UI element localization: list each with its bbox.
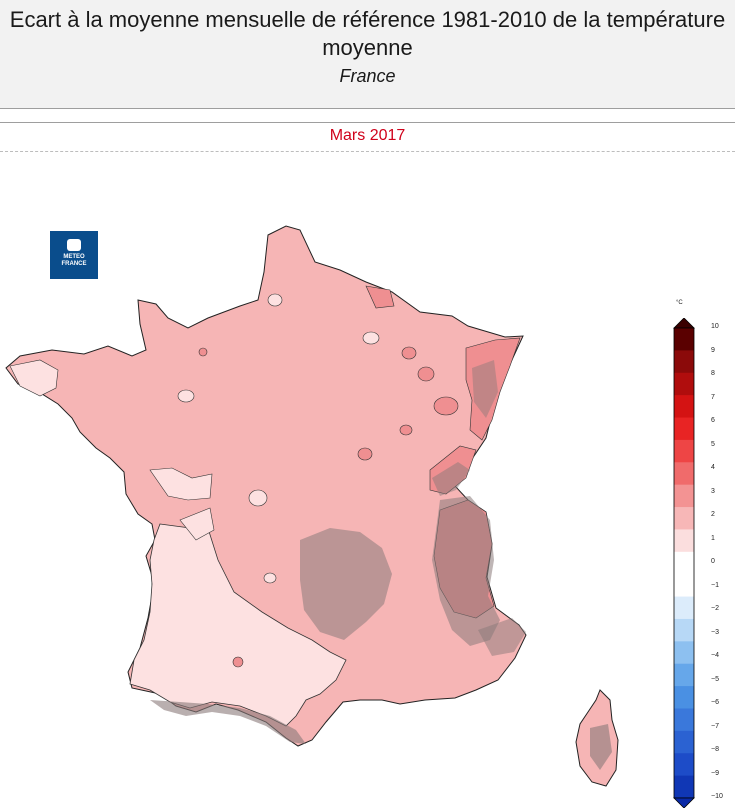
contour-patch [248, 489, 268, 507]
jura-relief [432, 462, 470, 496]
logo-text-1: METEO [63, 254, 85, 260]
colorbar-segment [674, 641, 694, 665]
alsace-warm-zone [465, 337, 521, 441]
legend-tick-label: −3 [711, 628, 719, 636]
legend-tick-label: 6 [711, 417, 715, 424]
period-label: Mars 2017 [329, 127, 406, 144]
contour-patch [198, 347, 208, 357]
contour-patch [433, 396, 459, 416]
chart-title: Ecart à la moyenne mensuelle de référenc… [9, 7, 726, 60]
contour-patch [401, 346, 417, 360]
colorbar-segment [674, 417, 694, 441]
colorbar-segment [674, 574, 694, 598]
contour-patch [417, 366, 435, 382]
vosges-relief [472, 360, 498, 418]
legend-tick-label: −1 [711, 581, 719, 589]
legend-tick-label: 10 [711, 323, 719, 330]
legend-tick-label: −8 [711, 746, 719, 753]
contour-patch [232, 656, 244, 668]
legend-tick-label: −7 [711, 722, 719, 730]
colorbar-segment [674, 708, 694, 732]
colorbar-segment [674, 439, 694, 463]
legend-tick-label: −5 [711, 675, 719, 683]
legend-tick-label: 8 [711, 370, 715, 377]
colorbar-segment [674, 328, 694, 351]
alps-relief [432, 496, 500, 646]
colorbar-segment [674, 753, 694, 777]
legend-tick-label: 4 [711, 464, 715, 471]
legend-tick-label: 1 [711, 534, 715, 542]
loire-mild-patch [149, 467, 213, 501]
colorbar-segment [674, 775, 694, 799]
contour-patch [267, 293, 283, 307]
corsica-relief [590, 724, 612, 770]
logo-text-2: FRANCE [61, 261, 87, 267]
colorbar-segment [674, 618, 694, 642]
contour-patch [177, 389, 195, 403]
legend-tick-label: 9 [711, 346, 715, 354]
legend-colorbar [673, 318, 695, 808]
legend-tick-label: 3 [711, 487, 715, 495]
contour-patch [357, 447, 373, 461]
colorbar-segment [674, 551, 694, 575]
colorbar-top-arrow [673, 318, 695, 329]
colorbar-segment [674, 350, 694, 374]
legend-tick-label: −9 [711, 769, 719, 777]
legend-tick-label: −2 [711, 605, 719, 612]
colorbar-segment [674, 529, 694, 553]
region-label: France [339, 66, 396, 86]
contour-patch [399, 424, 413, 436]
chart-header: Ecart à la moyenne mensuelle de référenc… [0, 0, 735, 109]
legend-tick-label: 0 [711, 558, 715, 565]
legend-tick-label: 7 [711, 393, 715, 401]
period-bar: Mars 2017 [0, 122, 735, 152]
contour-patch [263, 572, 277, 584]
colorbar-segment [674, 484, 694, 508]
legend-unit: °C [676, 300, 683, 306]
centre-mild-patch [179, 507, 215, 541]
colorbar-segment [674, 663, 694, 687]
meteo-france-mark-icon [67, 239, 81, 251]
legend-tick-label: −6 [711, 699, 719, 706]
southern-alps-relief [478, 618, 526, 656]
legend-tick-label: 2 [711, 511, 715, 518]
legend-tick-label: 5 [711, 440, 715, 448]
colorbar-segment [674, 730, 694, 754]
ardennes-warm-zone [365, 285, 395, 309]
colorbar-bottom-arrow [673, 797, 695, 808]
legend-tick-label: −10 [711, 793, 723, 800]
contour-patch [362, 331, 380, 345]
colorbar-segment [674, 507, 694, 530]
pyrenees-relief [150, 700, 306, 744]
colorbar-segment [674, 395, 694, 419]
colorbar-segment [674, 686, 694, 709]
meteo-france-logo: METEO FRANCE [50, 231, 98, 279]
legend-tick-label: −4 [711, 652, 719, 659]
brittany-mild-zone [9, 359, 59, 397]
colorbar-segment [674, 462, 694, 486]
massif-central-relief [300, 528, 392, 640]
colorbar-segment [674, 372, 694, 396]
france-anomaly-map [5, 225, 619, 787]
colorbar-segment [674, 596, 694, 620]
